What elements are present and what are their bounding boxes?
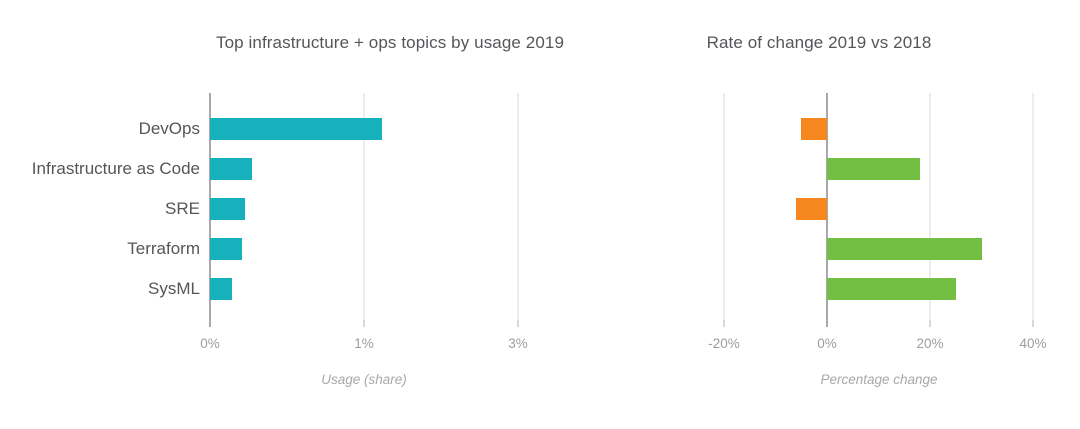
category-label-infrastructure-as-code: Infrastructure as Code xyxy=(31,159,200,178)
usage-chart-title: Top infrastructure + ops topics by usage… xyxy=(215,33,565,52)
change-zero-axis-line xyxy=(826,93,828,320)
usage-bar-sre xyxy=(210,198,246,220)
category-label-sre: SRE xyxy=(165,199,200,218)
usage-bar-terraform xyxy=(210,238,243,260)
usage-gridline xyxy=(517,93,519,320)
change-tick-label: 0% xyxy=(817,336,837,351)
change-tick-label: 40% xyxy=(1019,336,1047,351)
usage-axis-caption: Usage (share) xyxy=(321,372,407,387)
usage-bar-sysml xyxy=(210,278,232,300)
usage-tick-label: 3% xyxy=(508,336,528,351)
category-label-sysml: SysML xyxy=(148,279,200,298)
change-bar-infrastructure-as-code xyxy=(827,158,920,180)
usage-tick-mark xyxy=(517,320,519,327)
change-tick-label: 20% xyxy=(916,336,944,351)
change-tick-label: -20% xyxy=(708,336,740,351)
change-chart-title: Rate of change 2019 vs 2018 xyxy=(706,33,932,52)
usage-gridline xyxy=(363,93,365,320)
category-label-terraform: Terraform xyxy=(127,239,200,258)
usage-bar-devops xyxy=(210,118,383,140)
change-gridline xyxy=(1032,93,1034,320)
usage-tick-mark xyxy=(209,320,211,327)
change-gridline xyxy=(929,93,931,320)
change-axis-caption: Percentage change xyxy=(820,372,938,387)
change-bar-sysml xyxy=(827,278,956,300)
category-label-devops: DevOps xyxy=(138,119,200,138)
usage-tick-label: 1% xyxy=(354,336,374,351)
usage-tick-label: 0% xyxy=(200,336,220,351)
usage-tick-mark xyxy=(363,320,365,327)
change-bar-devops xyxy=(801,118,827,140)
change-bar-terraform xyxy=(827,238,982,260)
change-gridline xyxy=(723,93,725,320)
change-tick-mark xyxy=(1032,320,1034,327)
change-bar-sre xyxy=(796,198,827,220)
change-tick-mark xyxy=(723,320,725,327)
usage-bar-infrastructure-as-code xyxy=(210,158,252,180)
change-tick-mark xyxy=(826,320,828,327)
change-tick-mark xyxy=(929,320,931,327)
